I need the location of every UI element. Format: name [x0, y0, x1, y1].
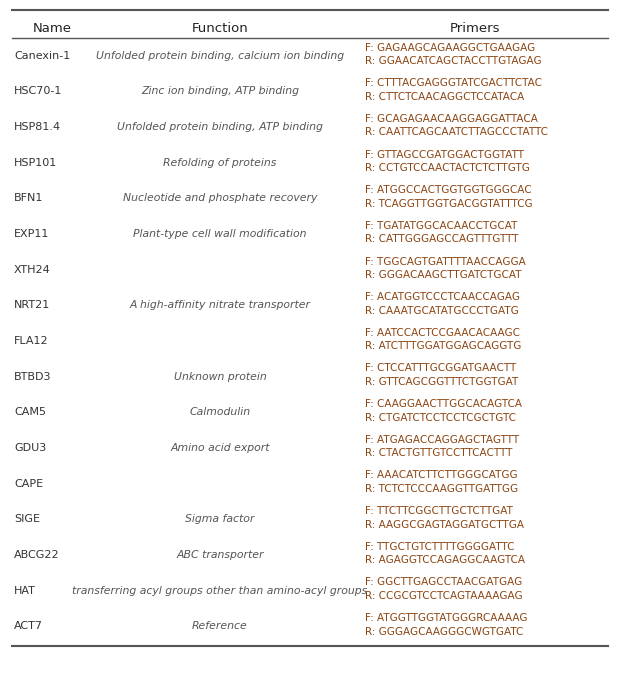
Text: F: CTTTACGAGGGTATCGACTTCTAC: F: CTTTACGAGGGTATCGACTTCTAC	[365, 78, 542, 88]
Text: Nucleotide and phosphate recovery: Nucleotide and phosphate recovery	[123, 193, 317, 204]
Text: R: GGAACATCAGCTACCTTGTAGAG: R: GGAACATCAGCTACCTTGTAGAG	[365, 56, 542, 66]
Text: R: CAAATGCATATGCCCTGATG: R: CAAATGCATATGCCCTGATG	[365, 306, 519, 315]
Text: EXP11: EXP11	[14, 229, 50, 239]
Text: R: CTACTGTTGTCCTTCACTTT: R: CTACTGTTGTCCTTCACTTT	[365, 448, 512, 458]
Text: CAM5: CAM5	[14, 407, 46, 417]
Text: Refolding of proteins: Refolding of proteins	[163, 158, 277, 168]
Text: R: CTGATCTCCTCCTCGCTGTC: R: CTGATCTCCTCCTCGCTGTC	[365, 412, 516, 423]
Text: A high-affinity nitrate transporter: A high-affinity nitrate transporter	[130, 301, 311, 310]
Text: F: AATCCACTCCGAACACAAGC: F: AATCCACTCCGAACACAAGC	[365, 328, 520, 338]
Text: R: AGAGGTCCAGAGGCAAGTCA: R: AGAGGTCCAGAGGCAAGTCA	[365, 555, 525, 565]
Text: HSP101: HSP101	[14, 158, 57, 168]
Text: F: TTGCTGTCTTTTGGGGATTC: F: TTGCTGTCTTTTGGGGATTC	[365, 542, 515, 552]
Text: R: AAGGCGAGTAGGATGCTTGA: R: AAGGCGAGTAGGATGCTTGA	[365, 520, 524, 530]
Text: R: CCTGTCCAACTACTCTCTTGTG: R: CCTGTCCAACTACTCTCTTGTG	[365, 163, 530, 173]
Text: GDU3: GDU3	[14, 443, 46, 453]
Text: FLA12: FLA12	[14, 336, 48, 346]
Text: F: ATGGTTGGTATGGGRCAAAAG: F: ATGGTTGGTATGGGRCAAAAG	[365, 613, 528, 623]
Text: XTH24: XTH24	[14, 265, 51, 275]
Text: F: ACATGGTCCCTCAACCAGAG: F: ACATGGTCCCTCAACCAGAG	[365, 292, 520, 302]
Text: ABC transporter: ABC transporter	[176, 550, 264, 560]
Text: HAT: HAT	[14, 586, 36, 596]
Text: Canexin-1: Canexin-1	[14, 51, 70, 61]
Text: F: TGATATGGCACAACCTGCAT: F: TGATATGGCACAACCTGCAT	[365, 221, 517, 231]
Text: R: ATCTTTGGATGGAGCAGGTG: R: ATCTTTGGATGGAGCAGGTG	[365, 341, 521, 351]
Text: Calmodulin: Calmodulin	[190, 407, 250, 417]
Text: F: CAAGGAACTTGGCACAGTCA: F: CAAGGAACTTGGCACAGTCA	[365, 399, 522, 409]
Text: R: TCTCTCCCAAGGTTGATTGG: R: TCTCTCCCAAGGTTGATTGG	[365, 484, 518, 494]
Text: CAPE: CAPE	[14, 479, 43, 489]
Text: R: GGGAGCAAGGGCWGTGATC: R: GGGAGCAAGGGCWGTGATC	[365, 627, 523, 636]
Text: BTBD3: BTBD3	[14, 371, 51, 381]
Text: R: CAATTCAGCAATCTTAGCCCTATTC: R: CAATTCAGCAATCTTAGCCCTATTC	[365, 127, 548, 137]
Text: HSP81.4: HSP81.4	[14, 122, 61, 132]
Text: ACT7: ACT7	[14, 621, 43, 631]
Text: F: GTTAGCCGATGGACTGGTATT: F: GTTAGCCGATGGACTGGTATT	[365, 150, 524, 160]
Text: F: GCAGAGAACAAGGAGGATTACA: F: GCAGAGAACAAGGAGGATTACA	[365, 114, 538, 124]
Text: Amino acid export: Amino acid export	[170, 443, 270, 453]
Text: R: GTTCAGCGGTTTCTGGTGAT: R: GTTCAGCGGTTTCTGGTGAT	[365, 377, 518, 387]
Text: F: ATGAGACCAGGAGCTAGTTT: F: ATGAGACCAGGAGCTAGTTT	[365, 435, 519, 445]
Text: R: CCGCGTCCTCAGTAAAAGAG: R: CCGCGTCCTCAGTAAAAGAG	[365, 591, 523, 601]
Text: F: GAGAAGCAGAAGGCTGAAGAG: F: GAGAAGCAGAAGGCTGAAGAG	[365, 42, 535, 53]
Text: Unfolded protein binding, ATP binding: Unfolded protein binding, ATP binding	[117, 122, 323, 132]
Text: F: CTCCATTTGCGGATGAACTT: F: CTCCATTTGCGGATGAACTT	[365, 363, 516, 373]
Text: Sigma factor: Sigma factor	[185, 514, 255, 524]
Text: SIGE: SIGE	[14, 514, 40, 524]
Text: R: GGGACAAGCTTGATCTGCAT: R: GGGACAAGCTTGATCTGCAT	[365, 270, 521, 280]
Text: Unknown protein: Unknown protein	[174, 371, 267, 381]
Text: NRT21: NRT21	[14, 301, 50, 310]
Text: R: CATTGGGAGCCAGTTTGTTT: R: CATTGGGAGCCAGTTTGTTT	[365, 235, 518, 245]
Text: transferring acyl groups other than amino-acyl groups: transferring acyl groups other than amin…	[73, 586, 368, 596]
Text: Primers: Primers	[450, 22, 500, 35]
Text: F: ATGGCCACTGGTGGTGGGCAC: F: ATGGCCACTGGTGGTGGGCAC	[365, 185, 531, 195]
Text: Plant-type cell wall modification: Plant-type cell wall modification	[133, 229, 307, 239]
Text: Unfolded protein binding, calcium ion binding: Unfolded protein binding, calcium ion bi…	[96, 51, 344, 61]
Text: R: TCAGGTTGGTGACGGTATTTCG: R: TCAGGTTGGTGACGGTATTTCG	[365, 199, 533, 209]
Text: Zinc ion binding, ATP binding: Zinc ion binding, ATP binding	[141, 86, 299, 96]
Text: F: TGGCAGTGATTTTAACCAGGA: F: TGGCAGTGATTTTAACCAGGA	[365, 257, 526, 266]
Text: Function: Function	[192, 22, 249, 35]
Text: Reference: Reference	[192, 621, 248, 631]
Text: R: CTTCTCAACAGGCTCCATACA: R: CTTCTCAACAGGCTCCATACA	[365, 92, 525, 102]
Text: ABCG22: ABCG22	[14, 550, 60, 560]
Text: BFN1: BFN1	[14, 193, 43, 204]
Text: F: TTCTTCGGCTTGCTCTTGAT: F: TTCTTCGGCTTGCTCTTGAT	[365, 506, 513, 516]
Text: F: AAACATCTTCTTGGGCATGG: F: AAACATCTTCTTGGGCATGG	[365, 470, 518, 481]
Text: Name: Name	[32, 22, 71, 35]
Text: HSC70-1: HSC70-1	[14, 86, 63, 96]
Text: F: GGCTTGAGCCTAACGATGAG: F: GGCTTGAGCCTAACGATGAG	[365, 578, 522, 587]
